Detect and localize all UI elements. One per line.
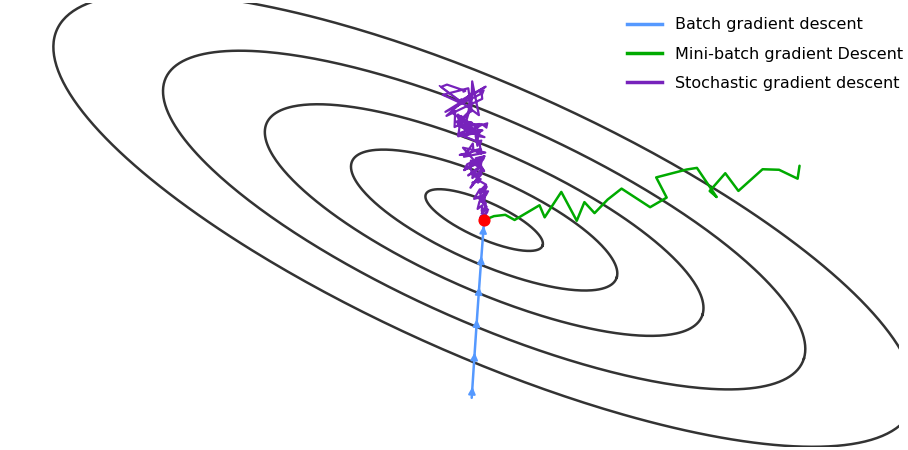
Point <box>477 216 491 224</box>
Legend: Batch gradient descent, Mini-batch gradient Descent, Stochastic gradient descent: Batch gradient descent, Mini-batch gradi… <box>620 11 908 97</box>
